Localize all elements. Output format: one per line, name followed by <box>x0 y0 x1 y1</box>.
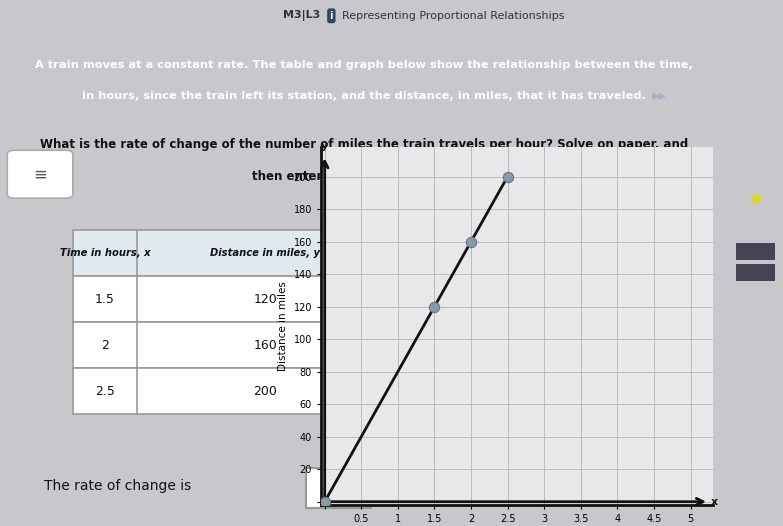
Y-axis label: Distance in miles: Distance in miles <box>278 281 288 371</box>
Text: miles per hour.: miles per hour. <box>386 479 489 493</box>
Text: 160: 160 <box>253 339 277 351</box>
Text: in hours, since the train left its station, and the distance, in miles, that it : in hours, since the train left its stati… <box>82 91 646 101</box>
FancyBboxPatch shape <box>7 150 73 198</box>
Text: Distance in miles, y: Distance in miles, y <box>210 248 320 258</box>
Text: Representing Proportional Relationships: Representing Proportional Relationships <box>342 11 565 21</box>
Text: y: y <box>321 140 328 150</box>
Text: ▶▶: ▶▶ <box>477 170 492 180</box>
Text: then enter your answer on Zearn.: then enter your answer on Zearn. <box>252 170 476 183</box>
Point <box>428 302 441 311</box>
Text: The rate of change is: The rate of change is <box>44 479 191 493</box>
Text: ★: ★ <box>748 191 763 209</box>
Text: 2.5: 2.5 <box>95 385 115 398</box>
Text: x: x <box>711 497 718 507</box>
Point <box>501 173 514 181</box>
Point <box>465 237 478 246</box>
Text: What is the rate of change of the number of miles the train travels per hour? So: What is the rate of change of the number… <box>40 138 688 151</box>
Text: 200: 200 <box>253 385 277 398</box>
Bar <box>737 264 775 281</box>
FancyBboxPatch shape <box>306 468 371 508</box>
Text: ≡: ≡ <box>33 165 47 183</box>
Point <box>319 498 331 506</box>
Text: A train moves at a constant rate. The table and graph below show the relationshi: A train moves at a constant rate. The ta… <box>35 59 693 70</box>
Text: 1.5: 1.5 <box>95 292 115 306</box>
Text: M3|L3: M3|L3 <box>283 11 320 21</box>
FancyBboxPatch shape <box>73 322 393 368</box>
Text: ▶▶: ▶▶ <box>651 91 667 101</box>
Text: 2: 2 <box>101 339 109 351</box>
FancyBboxPatch shape <box>73 230 393 276</box>
Text: 120: 120 <box>253 292 277 306</box>
Bar <box>737 243 775 260</box>
Text: Time in hours, x: Time in hours, x <box>60 248 150 258</box>
FancyBboxPatch shape <box>73 368 393 414</box>
Text: i: i <box>330 11 333 21</box>
FancyBboxPatch shape <box>73 276 393 322</box>
